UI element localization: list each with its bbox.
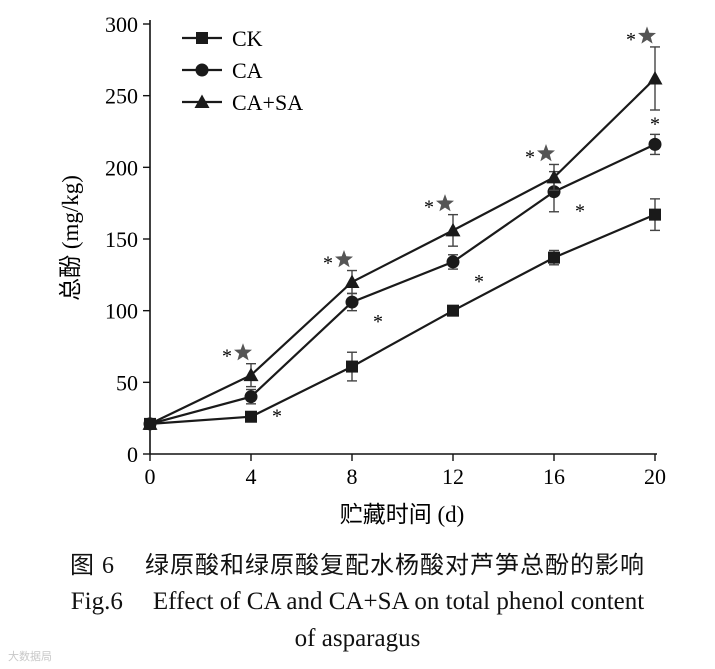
data-point — [649, 209, 661, 221]
significance-star — [335, 250, 353, 267]
data-point — [446, 223, 461, 237]
y-tick-label: 0 — [127, 442, 138, 467]
figure-caption-english: Fig.6 Effect of CA and CA+SA on total phe… — [0, 588, 715, 616]
legend: CK CA CA+SA — [182, 26, 303, 115]
axes — [150, 20, 657, 454]
significance-asterisk: * — [323, 253, 333, 275]
significance-asterisk: * — [474, 271, 484, 293]
y-axis-ticks: 0 50 100 150 200 250 300 — [105, 12, 150, 467]
x-tick-label: 8 — [347, 464, 358, 489]
data-point — [345, 275, 360, 289]
legend-item-ca-sa: CA+SA — [182, 90, 303, 115]
series-ca-sa: * * * * * — [143, 26, 663, 430]
series-line-ca — [150, 144, 655, 424]
watermark: 大数据局 — [8, 648, 52, 664]
significance-star — [537, 144, 555, 161]
significance-asterisk: * — [650, 113, 660, 135]
significance-asterisk: * — [424, 197, 434, 219]
y-tick-label: 150 — [105, 227, 138, 252]
series-ca: * * * * * — [144, 113, 662, 430]
significance-star — [638, 26, 656, 43]
caption-en-label: Fig.6 — [71, 588, 123, 615]
x-tick-label: 16 — [543, 464, 565, 489]
x-axis-label: 贮藏时间 (d) — [340, 502, 465, 527]
figure-caption-english-line2: of asparagus — [0, 625, 715, 653]
legend-item-ca: CA — [182, 58, 263, 83]
series-ck — [144, 199, 661, 430]
legend-item-ck: CK — [182, 26, 263, 51]
y-tick-label: 250 — [105, 84, 138, 109]
y-tick-label: 100 — [105, 299, 138, 324]
legend-label: CA+SA — [232, 90, 303, 115]
legend-marker — [196, 64, 209, 77]
x-axis-ticks: 0 4 8 12 16 20 — [145, 454, 667, 489]
series-line-ck — [150, 215, 655, 424]
caption-en-text-line2: of asparagus — [295, 625, 421, 652]
data-point — [648, 71, 663, 85]
data-point — [548, 252, 560, 264]
series-line-ca-sa — [150, 79, 655, 424]
significance-star — [234, 343, 252, 360]
significance-star — [436, 194, 454, 211]
data-point — [447, 305, 459, 317]
y-axis-label: 总酚 (mg/kg) — [58, 175, 83, 301]
x-tick-label: 4 — [246, 464, 257, 489]
significance-asterisk: * — [373, 311, 383, 333]
data-point — [346, 296, 359, 309]
significance-asterisk: * — [272, 406, 282, 428]
significance-asterisk: * — [626, 29, 636, 51]
data-point — [346, 361, 358, 373]
data-point — [649, 138, 662, 151]
legend-marker — [196, 32, 208, 44]
x-tick-label: 20 — [644, 464, 666, 489]
data-point — [245, 411, 257, 423]
data-point — [447, 255, 460, 268]
data-series: * * * * * * * * * * — [143, 26, 663, 430]
caption-en-text-line1: Effect of CA and CA+SA on total phenol c… — [153, 588, 644, 615]
legend-label: CK — [232, 26, 263, 51]
caption-cn-label: 图 6 — [70, 553, 115, 579]
x-tick-label: 12 — [442, 464, 464, 489]
significance-asterisk: * — [575, 201, 585, 223]
y-tick-label: 300 — [105, 12, 138, 37]
x-tick-label: 0 — [145, 464, 156, 489]
y-tick-label: 200 — [105, 155, 138, 180]
data-point — [245, 390, 258, 403]
significance-asterisk: * — [525, 146, 535, 168]
significance-asterisk: * — [222, 346, 232, 368]
y-tick-label: 50 — [116, 370, 138, 395]
caption-cn-text: 绿原酸和绿原酸复配水杨酸对芦笋总酚的影响 — [145, 553, 645, 579]
legend-label: CA — [232, 58, 263, 83]
figure-caption-chinese: 图 6 绿原酸和绿原酸复配水杨酸对芦笋总酚的影响 — [0, 545, 715, 580]
